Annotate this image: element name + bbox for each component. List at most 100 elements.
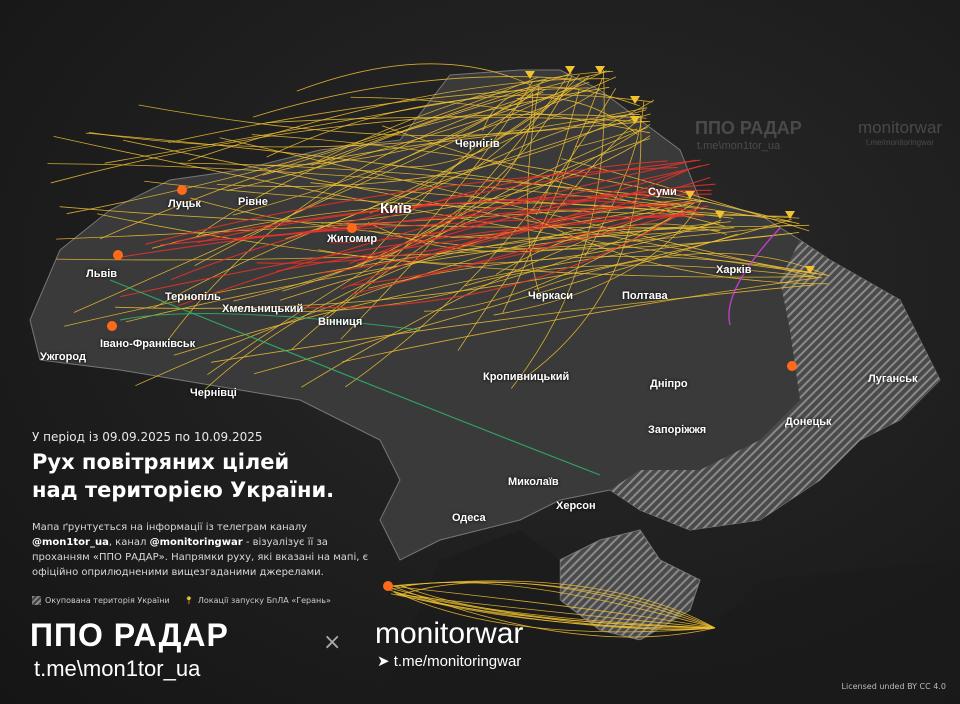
desc-text: - візуалізує її за проханням «ППО РАДАР»…: [32, 537, 369, 578]
license: Licensed unded BY CC 4.0: [841, 682, 946, 691]
flight-track: [145, 166, 678, 245]
flight-track: [516, 96, 638, 135]
flight-track: [367, 221, 721, 253]
city-label: Донецьк: [785, 416, 832, 428]
brand-ppo-link[interactable]: t.me\mon1tor_ua: [34, 656, 201, 681]
flight-track: [280, 228, 721, 301]
launch-marker: [630, 116, 640, 124]
flight-track: [85, 132, 792, 223]
title-line-2: над територією України.: [32, 478, 335, 502]
flight-track: [341, 201, 699, 290]
flight-track: [394, 114, 640, 210]
city-label: Черкаси: [528, 290, 574, 302]
flight-track: [160, 214, 686, 246]
flight-track: [117, 204, 672, 259]
channel-handle: @monitoringwar: [149, 537, 243, 548]
flight-track: [388, 89, 601, 168]
legend-label: Локації запуску БпЛА «Герань»: [197, 596, 331, 605]
flight-track: [399, 584, 716, 629]
flight-track: [265, 116, 648, 124]
flight-track: [66, 76, 540, 215]
launch-marker: [525, 71, 535, 79]
launch-marker: [805, 266, 815, 274]
flight-track: [728, 227, 781, 326]
explosion-icon: [347, 223, 357, 233]
city-label: Хмельницький: [222, 303, 304, 315]
flight-track: [329, 165, 701, 244]
city-label: Чернівці: [190, 387, 237, 399]
flight-track: [525, 213, 829, 285]
flight-track: [321, 135, 651, 224]
flight-track: [493, 200, 702, 316]
flight-track: [216, 99, 655, 187]
city-label: Кропивницький: [483, 371, 570, 383]
launch-marker: [685, 191, 695, 199]
flight-track: [399, 581, 716, 629]
flight-track: [396, 587, 716, 638]
hatch-icon: [32, 596, 41, 605]
explosion-icon: [383, 581, 393, 591]
telegram-icon: ➤: [377, 653, 390, 670]
flight-track: [311, 72, 572, 166]
legend-occupied: Окупована територія України: [32, 596, 170, 605]
flight-track: [56, 224, 792, 261]
explosion-icon: [787, 361, 797, 371]
brand-mw-link[interactable]: ➤ t.me/monitoringwar: [377, 652, 521, 670]
flight-track: [178, 159, 696, 307]
flight-track: [120, 215, 705, 298]
mw-link-text: t.me/monitoringwar: [393, 653, 522, 670]
flight-track: [64, 226, 734, 327]
city-label: Вінниця: [318, 316, 363, 328]
flight-track: [204, 198, 691, 390]
launch-marker: [715, 211, 725, 219]
flight-track: [73, 70, 607, 313]
period: У період із 09.09.2025 по 10.09.2025: [32, 430, 263, 444]
flight-track: [360, 90, 534, 268]
flight-track: [152, 113, 651, 309]
city-label: Дніпро: [650, 378, 688, 390]
flight-track: [356, 183, 716, 265]
brand-ppo-radar: ППО РАДАР: [30, 617, 229, 653]
times-separator: ×: [323, 630, 342, 655]
flight-track: [282, 75, 573, 292]
flight-track: [226, 81, 590, 192]
flight-track: [251, 134, 800, 225]
city-label: Луганськ: [868, 373, 918, 385]
flight-track: [115, 218, 792, 309]
explosion-icon: [177, 185, 187, 195]
flight-track: [266, 94, 654, 158]
flight-track: [50, 114, 647, 184]
flight-track: [450, 199, 697, 239]
description: Мапа ґрунтується на інформації із телегр…: [32, 520, 382, 580]
flight-track: [347, 160, 668, 233]
city-label: Рівне: [238, 196, 268, 208]
city-label: Миколаїв: [508, 476, 559, 488]
flight-track: [257, 76, 617, 166]
flight-tracks: [47, 63, 830, 638]
flight-track: [262, 120, 651, 176]
flight-track: [345, 88, 617, 388]
flight-track: [256, 169, 687, 264]
flight-track: [535, 89, 580, 215]
flight-track: [301, 215, 677, 309]
flight-track: [382, 125, 725, 227]
city-label: Запоріжжя: [648, 424, 707, 436]
explosion-icon: [107, 321, 117, 331]
flight-track: [88, 107, 648, 148]
city-label: Львів: [86, 268, 118, 280]
pin-icon: 📍︎: [183, 596, 194, 605]
flight-track: [173, 233, 792, 356]
city-label: Чернігів: [455, 138, 500, 150]
page-title: Рух повітряних цілей над територією Укра…: [32, 448, 334, 504]
city-label: Одеса: [452, 512, 486, 524]
flight-track: [168, 92, 544, 340]
city-label: Івано-Франківськ: [100, 338, 196, 350]
flight-track: [342, 277, 819, 363]
flight-track: [527, 85, 540, 292]
flight-track: [109, 279, 601, 476]
brand-monitorwar: monitorwar: [375, 617, 524, 650]
channel-handle: @mon1tor_ua: [32, 537, 109, 548]
flight-track: [321, 177, 711, 274]
